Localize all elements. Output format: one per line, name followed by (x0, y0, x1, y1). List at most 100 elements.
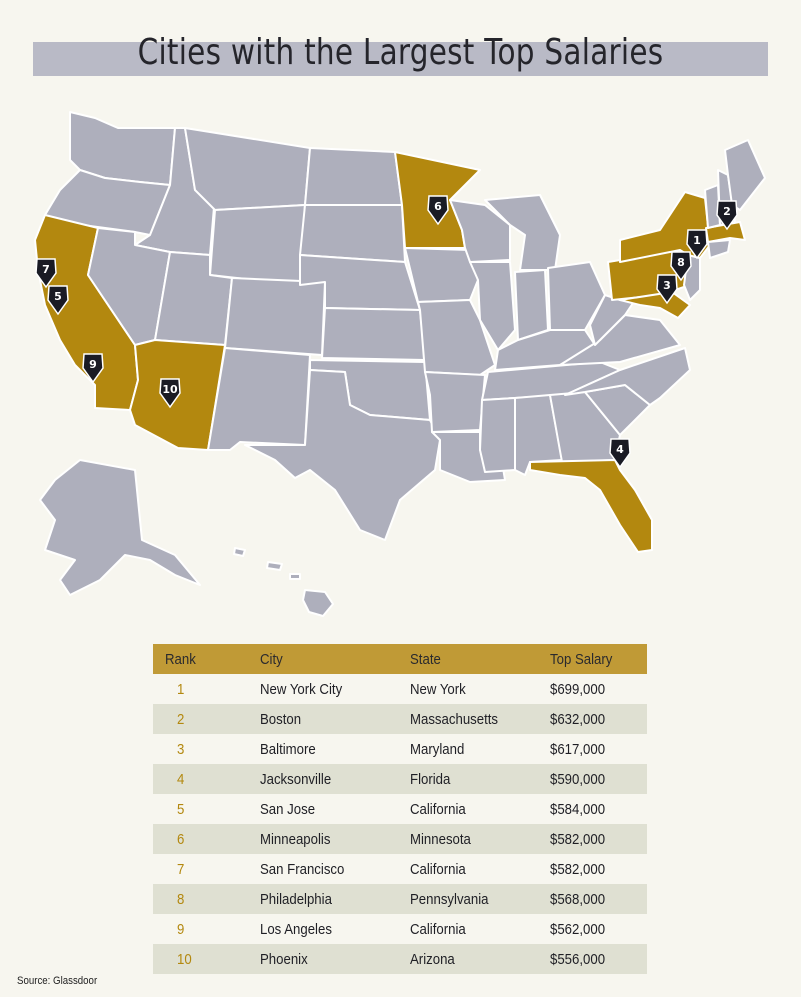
map-pin-label: 1 (693, 234, 701, 247)
state-florida (529, 459, 653, 553)
map-pin-icon (47, 285, 69, 316)
map-pin-5: 5 (47, 285, 69, 316)
cell-city: Minneapolis (260, 824, 410, 854)
source-note: Source: Glassdoor (17, 975, 98, 987)
map-pin-10: 10 (159, 378, 181, 409)
map-pin-label: 5 (54, 290, 62, 303)
state-north-dakota (304, 147, 403, 206)
state-mississippi (479, 397, 516, 473)
cell-salary: $617,000 (550, 740, 606, 758)
map-pin-7: 7 (35, 258, 57, 289)
cell-salary: $699,000 (550, 680, 606, 698)
cell-city: Los Angeles (260, 920, 332, 938)
state-arkansas (424, 371, 486, 433)
state-alaska (39, 459, 201, 596)
table-row: 7 San Francisco California $582,000 (153, 854, 647, 884)
map-pin-2: 2 (716, 200, 738, 231)
cell-state: California (410, 800, 466, 818)
map-pin-8: 8 (670, 251, 692, 282)
map-pin-icon (686, 229, 708, 260)
cell-salary: $582,000 (550, 860, 606, 878)
cell-salary: $562,000 (550, 920, 606, 938)
map-pin-icon (609, 438, 631, 469)
cell-salary: $584,000 (550, 800, 606, 818)
map-pin-label: 6 (434, 200, 442, 213)
state-south-dakota (299, 204, 406, 263)
map-pin-label: 7 (42, 263, 50, 276)
state-north-carolina (564, 347, 691, 406)
map-pin-label: 10 (162, 383, 178, 396)
state-wyoming (209, 204, 306, 286)
table-row: 5 San Jose California $584,000 (153, 794, 647, 824)
cell-salary: $568,000 (550, 884, 647, 914)
cell-rank: 4 (153, 764, 260, 794)
map-pin-4: 4 (609, 438, 631, 469)
state-maine (724, 139, 766, 211)
cell-city: Philadelphia (260, 884, 410, 914)
map-pin-icon (670, 251, 692, 282)
cell-state: California (410, 920, 466, 938)
page-title: Cities with the Largest Top Salaries (137, 32, 664, 73)
cell-salary: $582,000 (550, 824, 647, 854)
cell-state: Maryland (410, 740, 465, 758)
header-state: State (410, 644, 550, 674)
map-pin-label: 8 (677, 256, 685, 269)
table-row: 3 Baltimore Maryland $617,000 (153, 734, 647, 764)
cell-rank: 6 (153, 824, 260, 854)
cell-state: California (410, 860, 466, 878)
cell-state: New York (410, 680, 466, 698)
map-pin-label: 2 (723, 205, 731, 218)
state-connecticut (707, 239, 731, 259)
map-pin-label: 3 (663, 279, 671, 292)
state-texas (244, 369, 441, 541)
table-row: 1 New York City New York $699,000 (153, 674, 647, 704)
state-missouri (417, 299, 496, 376)
cell-state: Florida (410, 764, 550, 794)
map-pin-1: 1 (686, 229, 708, 260)
cell-state: Massachusetts (410, 704, 550, 734)
cell-city: San Francisco (260, 860, 345, 878)
cell-rank: 7 (177, 860, 185, 878)
map-pin-icon (82, 353, 104, 384)
map-pin-icon (656, 274, 678, 305)
state-montana (184, 127, 311, 211)
cell-rank: 9 (177, 920, 185, 938)
state-indiana (514, 269, 549, 341)
map-pin-icon (427, 195, 449, 226)
header-city: City (260, 644, 410, 674)
map-pin-9: 9 (82, 353, 104, 384)
cell-city: New York City (260, 680, 343, 698)
state-colorado (224, 277, 326, 356)
cell-salary: $590,000 (550, 764, 647, 794)
map-pin-6: 6 (427, 195, 449, 226)
state-oregon (44, 169, 171, 236)
cell-city: Boston (260, 704, 410, 734)
state-hawaii (233, 547, 334, 617)
map-pin-label: 9 (89, 358, 97, 371)
cell-city: Baltimore (260, 740, 316, 758)
cell-salary: $632,000 (550, 704, 647, 734)
state-ohio (547, 261, 606, 331)
title-bar (33, 42, 768, 76)
map-pin-label: 4 (616, 443, 624, 456)
cell-rank: 5 (177, 800, 185, 818)
salary-table: Rank City State Top Salary 1 New York Cit… (153, 644, 647, 974)
cell-rank: 10 (153, 944, 260, 974)
state-west-virginia (589, 294, 636, 346)
cell-city: Jacksonville (260, 764, 410, 794)
table-row: 2 Boston Massachusetts $632,000 (153, 704, 647, 734)
map-pin-icon (716, 200, 738, 231)
cell-rank: 2 (153, 704, 260, 734)
state-kansas (321, 307, 426, 361)
header-salary: Top Salary (550, 644, 647, 674)
table-row: 8 Philadelphia Pennsylvania $568,000 (153, 884, 647, 914)
table-row: 4 Jacksonville Florida $590,000 (153, 764, 647, 794)
map-pin-icon (159, 378, 181, 409)
cell-state: Arizona (410, 944, 550, 974)
table-row: 9 Los Angeles California $562,000 (153, 914, 647, 944)
cell-rank: 8 (153, 884, 260, 914)
table-header-row: Rank City State Top Salary (153, 644, 647, 674)
cell-state: Pennsylvania (410, 884, 550, 914)
state-iowa (404, 247, 479, 303)
cell-state: Minnesota (410, 824, 550, 854)
